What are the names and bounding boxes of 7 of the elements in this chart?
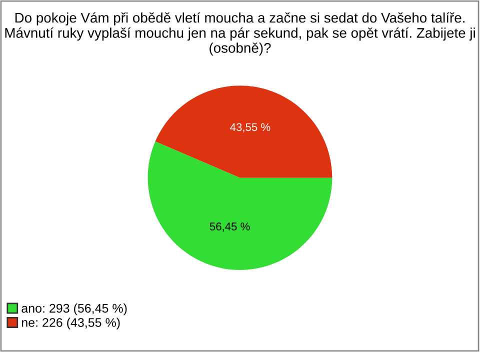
data-label: 43,55 % (230, 123, 270, 132)
legend-label: ano: 293 (56,45 %) (22, 304, 127, 316)
pie-slice (148, 141, 332, 270)
pie-slice (155, 86, 332, 178)
data-label: 56,45 % (210, 222, 250, 232)
chart-title: Do pokoje Vám při obědě vletí moucha a začne si sedat do Vašeho talíře. Mávnutí ruky vyplaší mouchu jen na pár sekund, pak se opět vrátí. Zabijete ji (osobně)? (5, 12, 475, 56)
legend-label: ne: 226 (43,55 %) (22, 318, 120, 330)
